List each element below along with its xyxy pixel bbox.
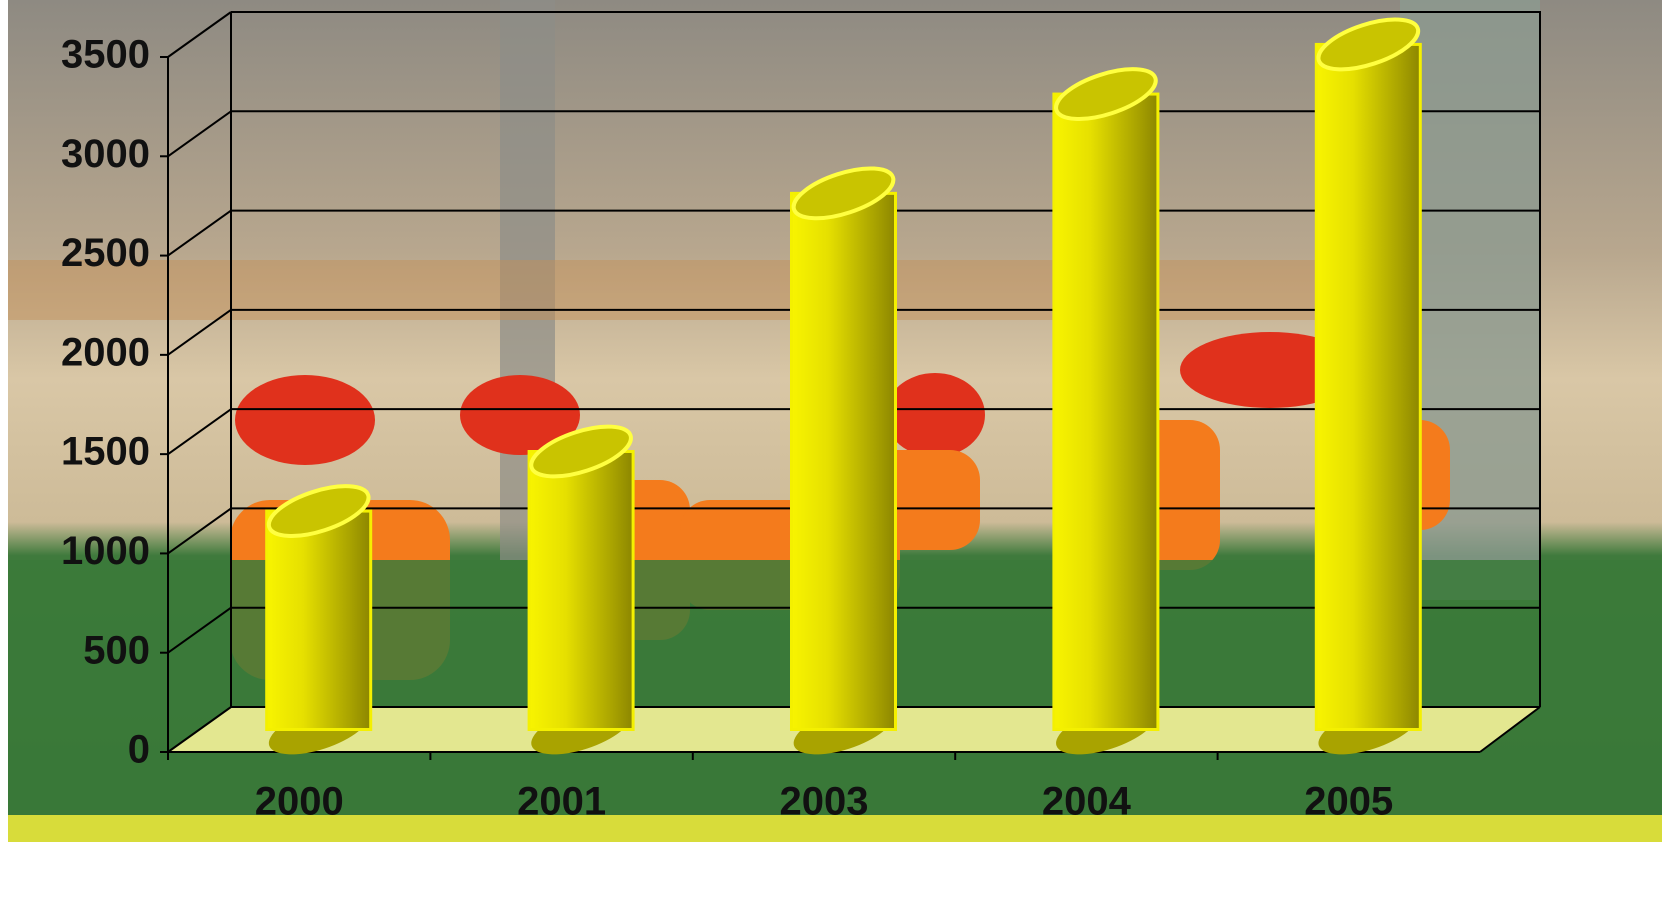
side-grid-line: [167, 309, 232, 356]
bar-top: [1316, 17, 1421, 72]
floor-edge: [1479, 706, 1541, 753]
x-tick-label: 2001: [517, 780, 606, 824]
y-tick-label: 0: [128, 728, 150, 772]
bar-top: [266, 484, 371, 538]
side-grid-line: [167, 706, 232, 753]
side-grid-line: [167, 507, 232, 555]
y-tick-label: 1500: [61, 430, 150, 474]
bar: [527, 450, 635, 731]
x-tick-label: 2004: [1042, 780, 1132, 824]
bar-top: [529, 424, 633, 479]
bar-top: [1054, 67, 1158, 121]
y-tick-label: 3500: [61, 33, 150, 77]
bar-top: [791, 166, 896, 221]
y-tick-label: 2500: [61, 231, 150, 275]
side-grid-line: [167, 209, 232, 257]
x-tick-label: 2005: [1304, 780, 1393, 824]
plot: 0 500 1000 1500 2000 2500 3000 3500 2000 2001 2003…: [61, 11, 1540, 824]
side-grid-line: [167, 110, 232, 158]
side-grid-line: [167, 11, 232, 58]
x-tick-label: 2003: [780, 780, 869, 824]
y-tick-label: 500: [83, 628, 150, 672]
side-grid-line: [167, 606, 232, 654]
y-tick-label: 2000: [61, 330, 150, 374]
x-tick-label: 2000: [255, 780, 344, 824]
y-tick-label: 3000: [61, 132, 150, 176]
bar: [790, 191, 897, 732]
side-grid-line: [167, 408, 232, 455]
bar: [265, 509, 373, 732]
bar: [1314, 42, 1422, 731]
bar: [1052, 92, 1160, 732]
y-tick-label: 1000: [61, 529, 150, 573]
